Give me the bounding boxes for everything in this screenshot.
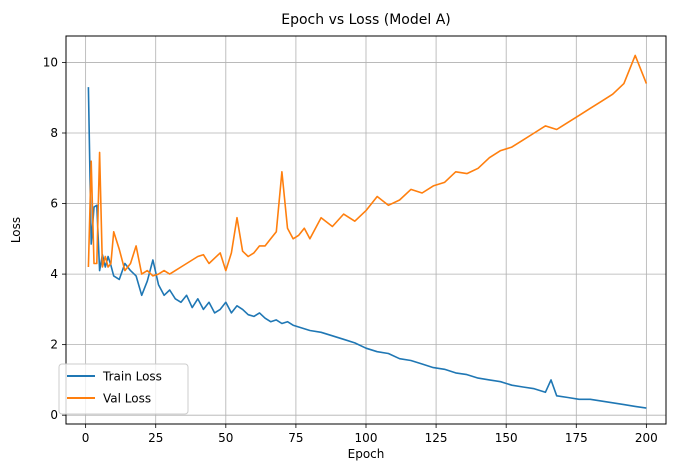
series-line-train-loss bbox=[87, 87, 647, 409]
x-tick-label: 150 bbox=[495, 431, 518, 445]
x-tick-label: 25 bbox=[148, 431, 163, 445]
x-tick-label: 175 bbox=[565, 431, 588, 445]
y-tick-label: 10 bbox=[43, 55, 58, 69]
x-tick-label: 100 bbox=[355, 431, 378, 445]
grid bbox=[66, 36, 666, 424]
y-tick-label: 6 bbox=[50, 197, 58, 211]
legend-label-train-loss: Train Loss bbox=[102, 370, 162, 384]
legend-label-val-loss: Val Loss bbox=[103, 392, 151, 406]
chart-title: Epoch vs Loss (Model A) bbox=[281, 12, 451, 28]
x-axis-label: Epoch bbox=[348, 447, 385, 461]
y-axis-label: Loss bbox=[9, 217, 23, 243]
y-tick-label: 4 bbox=[50, 267, 58, 281]
x-tick-label: 50 bbox=[218, 431, 233, 445]
ticks: 0 25 50 75 100 125 150 175 200 0 2 4 6 8 10 bbox=[43, 55, 658, 445]
y-tick-label: 0 bbox=[50, 408, 58, 422]
x-tick-label: 125 bbox=[425, 431, 448, 445]
legend: Train Loss Val Loss bbox=[58, 363, 189, 415]
series-line-val-loss bbox=[87, 54, 648, 277]
y-tick-label: 8 bbox=[50, 126, 58, 140]
x-tick-label: 0 bbox=[82, 431, 90, 445]
x-tick-label: 75 bbox=[288, 431, 303, 445]
plot-lines bbox=[87, 54, 648, 409]
x-tick-label: 200 bbox=[635, 431, 658, 445]
y-tick-label: 2 bbox=[50, 338, 58, 352]
